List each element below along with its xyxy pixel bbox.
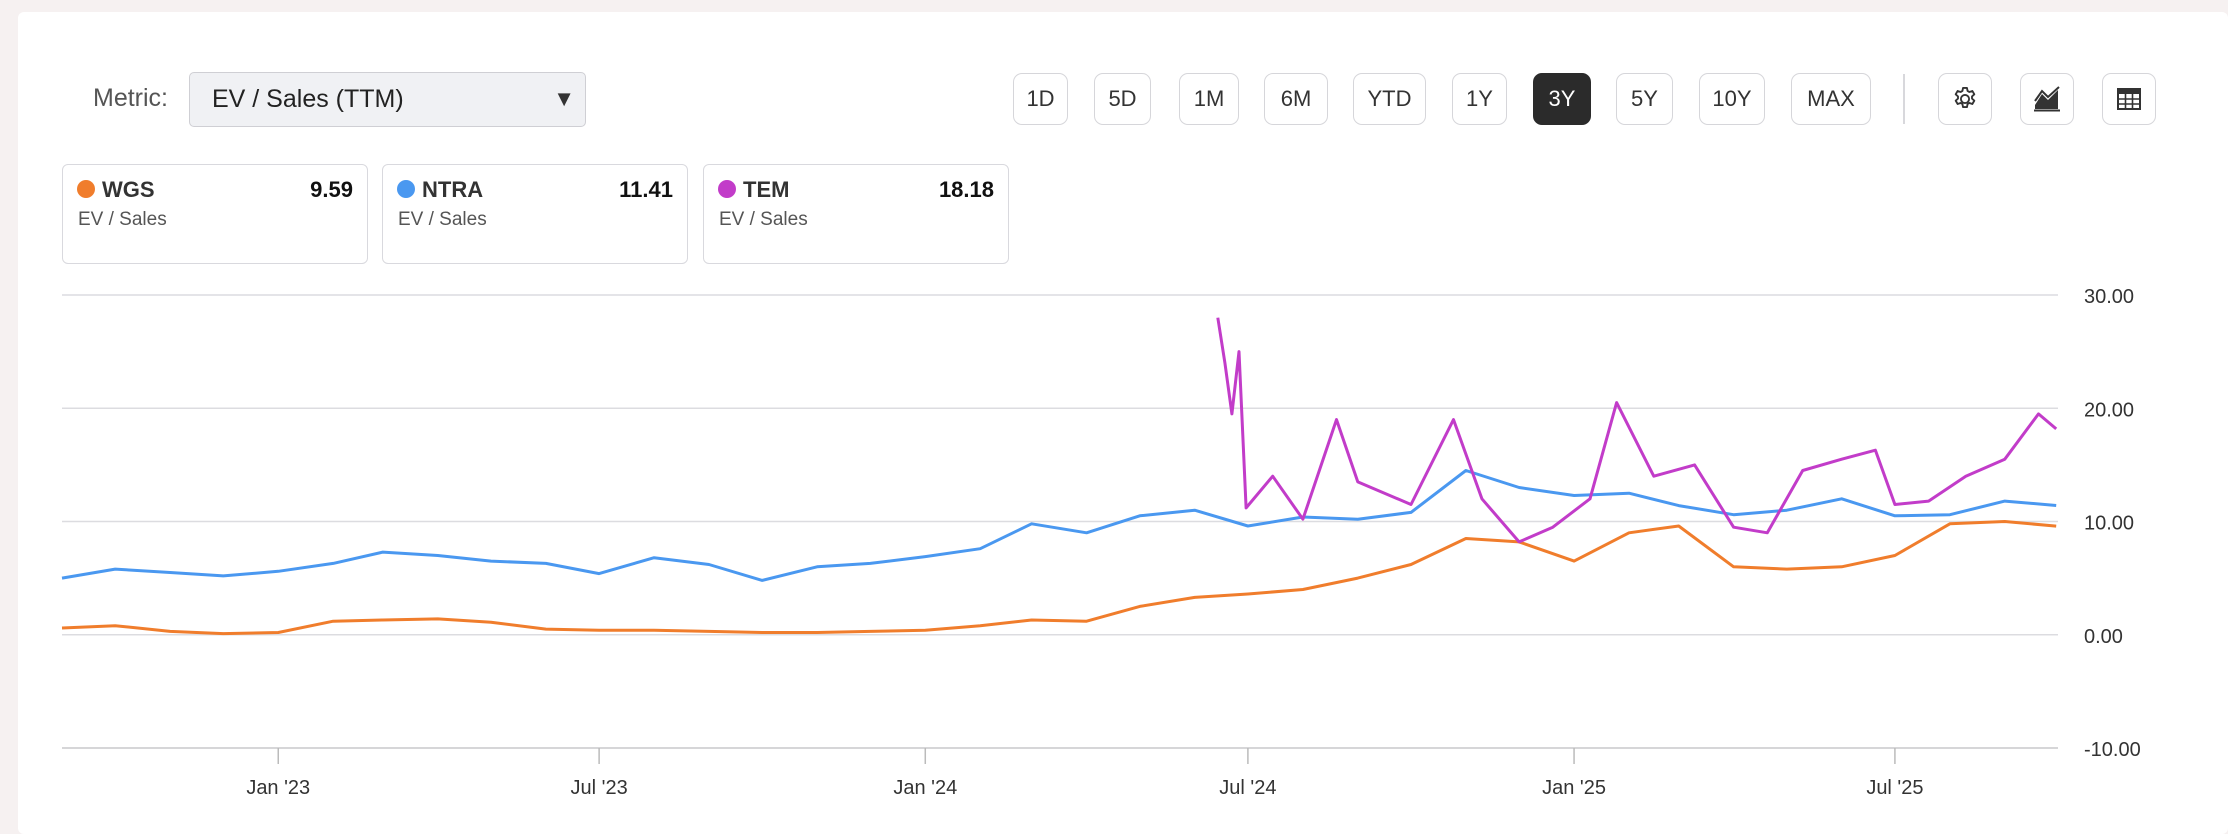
legend-metric: EV / Sales (78, 209, 167, 230)
legend-value: 9.59 (310, 177, 353, 202)
y-tick-label: 20.00 (2084, 399, 2134, 421)
range-button-5d[interactable]: 5D (1094, 73, 1151, 125)
range-label: 1D (1026, 86, 1055, 111)
x-tick-label: Jul '23 (571, 777, 628, 799)
y-tick-label: 30.00 (2084, 286, 2134, 308)
table-view-button[interactable] (2102, 73, 2156, 125)
x-tick-label: Jan '25 (1542, 777, 1606, 799)
x-tick-label: Jan '23 (246, 777, 310, 799)
legend-ticker: WGS (102, 177, 155, 202)
legend-card-tem[interactable]: TEM 18.18 EV / Sales (703, 164, 1009, 264)
y-tick-label: -10.00 (2084, 739, 2141, 761)
range-button-1d[interactable]: 1D (1013, 73, 1068, 125)
range-button-3y[interactable]: 3Y (1533, 73, 1591, 125)
y-axis: 30.00 20.00 10.00 0.00 -10.00 (2084, 286, 2141, 761)
legend-card-wgs[interactable]: WGS 9.59 EV / Sales (62, 164, 368, 264)
legend-ticker: TEM (743, 177, 790, 202)
x-tick-label: Jul '25 (1866, 777, 1923, 799)
range-button-1y[interactable]: 1Y (1452, 73, 1507, 125)
toolbar-divider (1903, 74, 1905, 124)
x-axis: Jan '23 Jul '23 Jan '24 Jul '24 Jan '25 Jul '… (246, 748, 1924, 799)
metric-select[interactable]: EV / Sales (TTM) ▼ (189, 72, 586, 127)
range-label: 5Y (1631, 86, 1658, 111)
range-button-10y[interactable]: 10Y (1699, 73, 1765, 125)
y-tick-label: 10.00 (2084, 513, 2134, 535)
range-button-ytd[interactable]: YTD (1353, 73, 1426, 125)
legend-value: 18.18 (938, 177, 994, 202)
range-label: YTD (1367, 86, 1412, 111)
range-label: 10Y (1712, 86, 1752, 111)
area-chart-icon (2034, 86, 2060, 112)
chart-card (18, 12, 2228, 834)
y-tick-label: 0.00 (2084, 626, 2123, 648)
gear-icon (1954, 86, 1976, 108)
series-line-wgs (61, 520, 2057, 636)
range-label: 6M (1280, 86, 1312, 111)
grid-layer (62, 294, 2058, 749)
range-label: MAX (1807, 86, 1855, 111)
series-line-tem (1216, 317, 2058, 544)
range-label: 3Y (1548, 86, 1576, 111)
x-tick-label: Jul '24 (1219, 777, 1276, 799)
legend-ticker: NTRA (422, 177, 484, 202)
range-button-1m[interactable]: 1M (1179, 73, 1239, 125)
series-layer (61, 317, 2058, 636)
metric-select-value: EV / Sales (TTM) (212, 85, 404, 113)
legend-value: 11.41 (619, 177, 673, 202)
x-tick-label: Jan '24 (893, 777, 957, 799)
range-label: 1M (1193, 86, 1225, 111)
series-color-dot (77, 180, 95, 198)
metric-label: Metric: (93, 84, 168, 112)
series-line-ntra (61, 469, 2057, 582)
chevron-down-icon: ▼ (553, 86, 575, 111)
range-button-max[interactable]: MAX (1791, 73, 1871, 125)
series-color-dot (718, 180, 736, 198)
table-icon (2117, 88, 2141, 110)
range-label: 1Y (1466, 86, 1493, 111)
settings-button[interactable] (1938, 73, 1992, 125)
range-button-5y[interactable]: 5Y (1616, 73, 1673, 125)
range-label: 5D (1108, 86, 1137, 111)
chart-type-button[interactable] (2020, 73, 2074, 125)
range-button-6m[interactable]: 6M (1264, 73, 1328, 125)
legend-metric: EV / Sales (398, 209, 487, 230)
legend-metric: EV / Sales (719, 209, 808, 230)
series-color-dot (397, 180, 415, 198)
legend-card-ntra[interactable]: NTRA 11.41 EV / Sales (382, 164, 688, 264)
